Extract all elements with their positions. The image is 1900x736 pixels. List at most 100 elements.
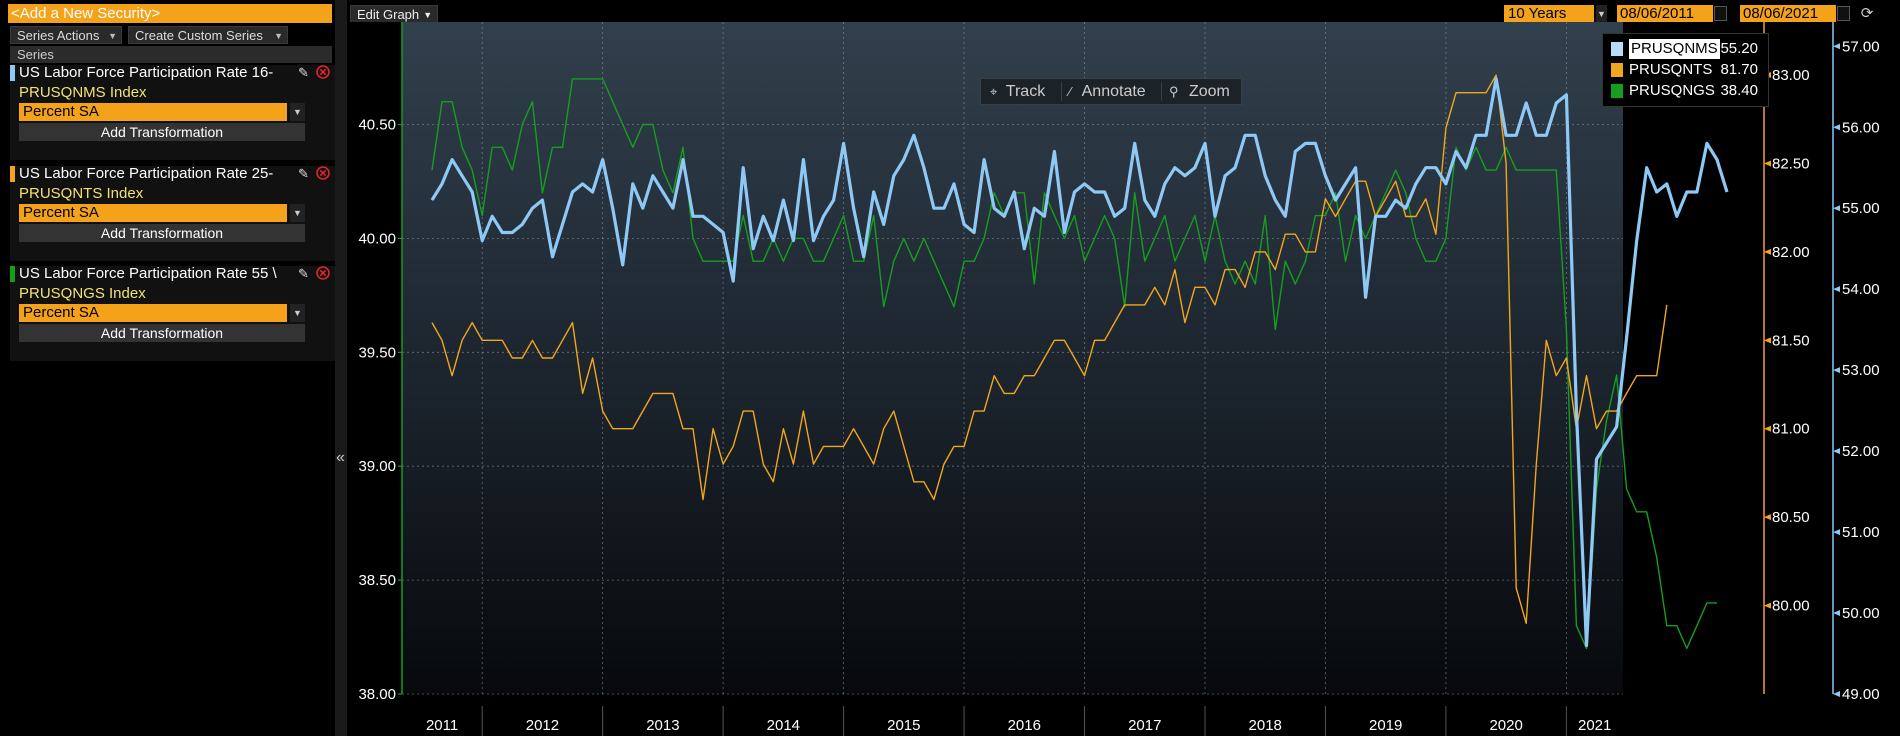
right-axis-1-tick [1764, 425, 1771, 432]
right-axis-2-tick [1833, 286, 1840, 293]
add-transformation-button[interactable]: Add Transformation [19, 324, 305, 342]
right-axis-2-tick [1833, 205, 1840, 212]
pencil-icon[interactable]: ✎ [298, 166, 309, 181]
right-axis-2-label: 55.00 [1842, 200, 1880, 217]
left-axis-label: 38.50 [358, 572, 396, 589]
toolbar-divider [1161, 82, 1162, 101]
x-tick-label: 2014 [767, 717, 800, 734]
track-label: Track [1005, 83, 1046, 100]
series-ticker[interactable]: PRUSQNTS Index [19, 185, 144, 202]
right-axis-1-tick [1764, 248, 1771, 255]
right-axis-2-tick [1833, 124, 1840, 131]
right-axis-2-tick [1833, 43, 1840, 50]
create-custom-series-button[interactable]: Create Custom Series ▼ [128, 26, 288, 44]
series-lines [430, 74, 1729, 650]
pen-icon: ⁄ [1069, 84, 1072, 99]
x-tick-label: 2012 [526, 717, 559, 734]
right-axis-2-tick [1833, 448, 1840, 455]
edit-graph-label: Edit Graph [357, 7, 420, 22]
series-actions-button[interactable]: Series Actions ▼ [10, 26, 122, 44]
add-security-input[interactable]: <Add a New Security> [8, 4, 332, 23]
calendar-icon[interactable] [1837, 6, 1850, 21]
chart-legend: PRUSQNMS 55.20 PRUSQNTS 81.70 PRUSQNGS 3… [1602, 33, 1769, 107]
left-axis-label: 38.00 [358, 686, 396, 703]
x-tick-label: 2017 [1128, 717, 1161, 734]
x-tick-label: 2021 [1578, 717, 1611, 734]
chevron-down-icon: ▼ [423, 10, 433, 20]
remove-circle-icon[interactable] [316, 166, 330, 180]
track-tool[interactable]: ⌖ Track [990, 79, 1045, 104]
right-axis-1-label: 82.50 [1772, 155, 1810, 172]
x-tick-label: 2018 [1249, 717, 1282, 734]
legend-entry[interactable]: PRUSQNMS 55.20 [1611, 39, 1766, 59]
pencil-icon[interactable]: ✎ [298, 266, 309, 281]
add-transformation-button[interactable]: Add Transformation [19, 224, 305, 242]
crosshair-icon: ⌖ [990, 84, 998, 99]
remove-circle-icon[interactable] [316, 65, 330, 79]
left-axis-label: 39.00 [358, 458, 396, 475]
legend-swatch [1611, 84, 1623, 98]
legend-swatch [1611, 63, 1623, 77]
remove-circle-icon[interactable] [316, 266, 330, 280]
legend-entry[interactable]: PRUSQNGS 38.40 [1611, 81, 1766, 101]
magnifier-icon: ⚲ [1169, 84, 1179, 99]
pencil-icon[interactable]: ✎ [298, 65, 309, 80]
legend-entry[interactable]: PRUSQNTS 81.70 [1611, 60, 1766, 80]
annotate-tool[interactable]: ⁄ Annotate [1069, 79, 1146, 104]
chevron-down-icon[interactable]: ▼ [1596, 5, 1607, 23]
legend-name: PRUSQNGS [1629, 82, 1715, 99]
axes: 2011 2012 2013 2014 2015 2016 2017 2018 2019 2020… [358, 22, 1880, 736]
legend-value: 55.20 [1720, 40, 1758, 57]
right-axis-1-tick [1764, 160, 1771, 167]
panel-splitter[interactable] [335, 0, 347, 736]
x-tick-label: 2020 [1489, 717, 1522, 734]
chart-area[interactable]: 2011 2012 2013 2014 2015 2016 2017 2018 2019 2020… [347, 22, 1900, 736]
right-axis-2-label: 52.00 [1842, 443, 1880, 460]
series-item: US Labor Force Participation Rate 55 \ ✎… [10, 265, 335, 361]
transformation-select[interactable]: Percent SA [19, 204, 287, 222]
chevron-down-icon[interactable]: ▼ [290, 103, 305, 121]
right-axis-2-label: 56.00 [1842, 119, 1880, 136]
series-actions-label: Series Actions [17, 28, 100, 43]
series-ticker[interactable]: PRUSQNMS Index [19, 84, 147, 101]
zoom-label: Zoom [1188, 83, 1230, 100]
start-date-field[interactable]: 08/06/2011 [1617, 5, 1713, 23]
x-tick-label: 2015 [887, 717, 920, 734]
right-axis-2-label: 57.00 [1842, 38, 1880, 55]
series-ticker[interactable]: PRUSQNGS Index [19, 285, 146, 302]
right-axis-2-label: 54.00 [1842, 281, 1880, 298]
right-axis-2-label: 50.00 [1842, 605, 1880, 622]
collapse-panel-icon[interactable]: « [336, 449, 345, 466]
series-line-prusqnms [430, 77, 1729, 647]
right-axis-2-label: 53.00 [1842, 362, 1880, 379]
series-name[interactable]: US Labor Force Participation Rate 16- [19, 64, 274, 81]
grid [402, 22, 1623, 695]
left-axis-label: 40.50 [358, 117, 396, 134]
chart-toolbar: ⌖ Track ⁄ Annotate ⚲ Zoom [980, 78, 1242, 105]
refresh-icon[interactable]: ⟳ [1860, 5, 1874, 22]
series-line-prusqngs [431, 78, 1717, 650]
end-date-field[interactable]: 08/06/2021 [1740, 5, 1836, 23]
add-transformation-button[interactable]: Add Transformation [19, 123, 305, 141]
right-axis-1-tick [1764, 602, 1771, 609]
range-select[interactable]: 10 Years [1504, 5, 1594, 23]
right-axis-1-tick [1764, 514, 1771, 521]
series-name[interactable]: US Labor Force Participation Rate 25- [19, 165, 274, 182]
left-axis-label: 40.00 [358, 230, 396, 247]
x-tick-label: 2019 [1369, 717, 1402, 734]
transformation-select[interactable]: Percent SA [19, 304, 287, 322]
series-name[interactable]: US Labor Force Participation Rate 55 \ [19, 265, 277, 282]
series-item: US Labor Force Participation Rate 25- ✎ … [10, 165, 335, 261]
chevron-down-icon: ▼ [108, 31, 117, 41]
calendar-icon[interactable] [1714, 6, 1727, 21]
chevron-down-icon: ▼ [274, 31, 283, 41]
series-color-bar [10, 65, 15, 81]
zoom-tool[interactable]: ⚲ Zoom [1169, 79, 1230, 104]
right-axis-2-tick [1833, 691, 1840, 697]
transformation-select[interactable]: Percent SA [19, 103, 287, 121]
chevron-down-icon[interactable]: ▼ [290, 304, 305, 322]
toolbar-divider [1061, 82, 1062, 101]
plot-background [402, 22, 1623, 694]
chevron-down-icon[interactable]: ▼ [290, 204, 305, 222]
right-axis-2-label: 51.00 [1842, 524, 1880, 541]
